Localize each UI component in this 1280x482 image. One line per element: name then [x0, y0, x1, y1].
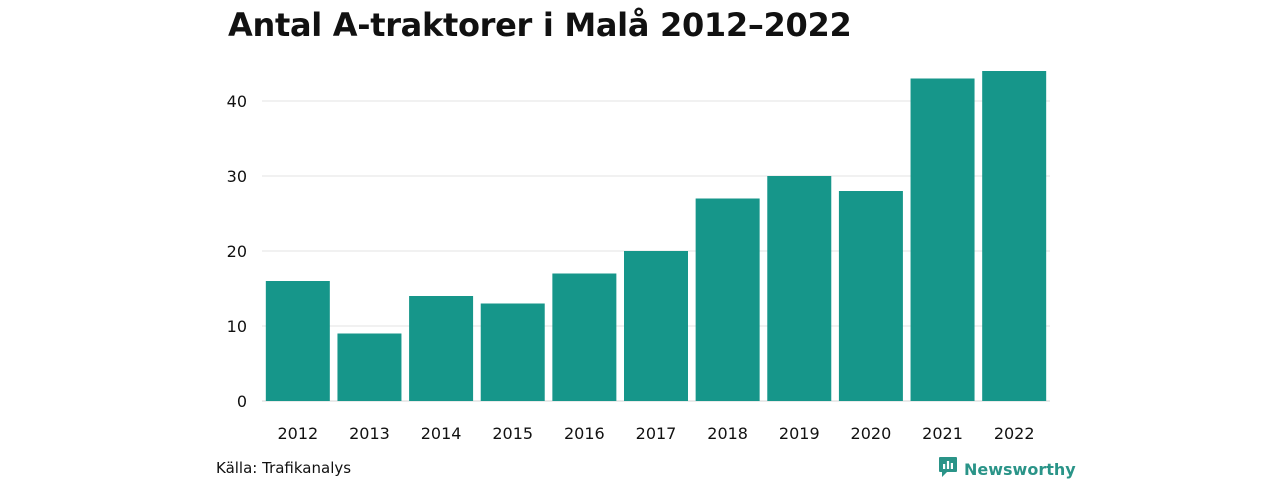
bar-2019	[767, 176, 832, 401]
x-tick-label: 2013	[349, 424, 390, 443]
bar-2022	[982, 71, 1047, 401]
brand-name: Newsworthy	[964, 459, 1076, 479]
y-tick-label: 20	[227, 242, 247, 261]
x-tick-label: 2019	[779, 424, 820, 443]
brand-logo: Newsworthy	[938, 456, 1076, 482]
bars	[265, 71, 1047, 401]
y-tick-label: 0	[237, 392, 247, 411]
y-tick-label: 10	[227, 317, 247, 336]
bar-2012	[265, 281, 330, 401]
y-axis-tick-labels: 0 10 20 30 40	[227, 92, 247, 411]
bar-2013	[337, 333, 402, 401]
x-tick-label: 2014	[421, 424, 462, 443]
newsworthy-logo-icon	[938, 456, 958, 482]
x-tick-label: 2021	[922, 424, 963, 443]
bar-2018	[695, 198, 760, 401]
bar-2014	[409, 296, 474, 401]
bar-2021	[910, 78, 975, 401]
bar-2017	[624, 251, 688, 401]
y-tick-label: 40	[227, 92, 247, 111]
x-axis-tick-labels: 2012 2013 2014 2015 2016 2017 2018 2019 2020 2021…	[277, 424, 1034, 443]
chart-title: Antal A-traktorer i Malå 2012–2022	[228, 6, 852, 44]
bar-2020	[838, 191, 903, 401]
x-tick-label: 2018	[707, 424, 748, 443]
x-tick-label: 2017	[636, 424, 677, 443]
x-tick-label: 2015	[492, 424, 533, 443]
source-credit: Källa: Trafikanalys	[216, 459, 352, 477]
bar-2016	[552, 273, 617, 401]
x-tick-label: 2020	[851, 424, 892, 443]
x-tick-label: 2016	[564, 424, 605, 443]
bar-2015	[480, 303, 545, 401]
y-tick-label: 30	[227, 167, 247, 186]
x-tick-label: 2012	[277, 424, 318, 443]
x-tick-label: 2022	[994, 424, 1035, 443]
